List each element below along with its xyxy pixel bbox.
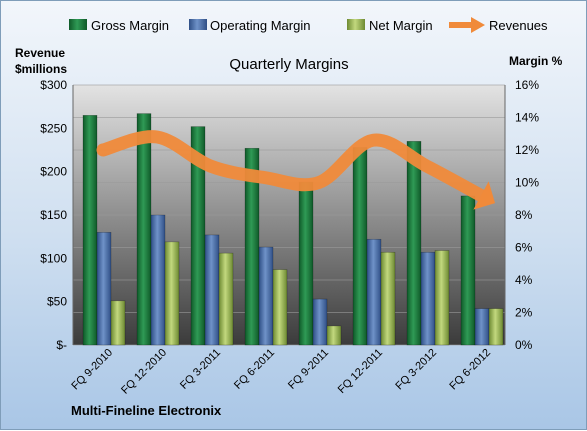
net-margin-bar [380, 251, 396, 346]
right-tick-label: 4% [515, 273, 533, 287]
right-tick-label: 0% [515, 338, 533, 352]
right-tick-label: 8% [515, 208, 533, 222]
category-label: FQ 3-2012 [393, 347, 439, 393]
bars-group [82, 113, 504, 346]
legend-label-operating-margin: Operating Margin [210, 18, 310, 33]
operating-margin-bar [312, 298, 328, 346]
left-tick-label: $150 [40, 208, 67, 222]
left-tick-label: $- [56, 338, 67, 352]
net-margin-bar [488, 308, 504, 346]
operating-margin-bar [150, 214, 166, 346]
net-margin-bar [272, 269, 288, 346]
operating-margin-bar [474, 308, 490, 346]
revenues-arrowhead [473, 181, 496, 210]
left-tick-label: $250 [40, 121, 67, 135]
category-label: FQ 12-2010 [119, 347, 169, 397]
operating-margin-bar [366, 238, 382, 346]
net-margin-bar [434, 250, 450, 346]
operating-margin-bar [96, 232, 112, 346]
gross-margin-bar [136, 113, 152, 346]
legend-swatch-gross-margin [69, 19, 87, 30]
right-tick-label: 16% [515, 78, 539, 92]
left-axis-ticks: $300 $250 $200 $150 $100 $50 $- [40, 78, 67, 352]
operating-margin-bar [420, 251, 436, 346]
legend-swatch-revenues [449, 17, 485, 33]
gross-margin-bar [244, 147, 260, 346]
net-margin-bar [164, 241, 180, 346]
right-axis-ticks: 16% 14% 12% 10% 8% 6% 4% 2% 0% [515, 78, 539, 352]
net-margin-bar [326, 325, 342, 346]
right-tick-label: 12% [515, 143, 539, 157]
category-label: FQ 6-2012 [447, 347, 493, 393]
right-tick-label: 14% [515, 111, 539, 125]
left-tick-label: $200 [40, 165, 67, 179]
right-tick-label: 10% [515, 176, 539, 190]
left-axis-title-line2: $millions [15, 62, 67, 76]
gross-margin-bar [460, 195, 476, 346]
right-axis-title: Margin % [509, 54, 563, 68]
revenue-trend [96, 130, 496, 210]
chart-title: Quarterly Margins [229, 56, 348, 73]
legend-swatch-operating-margin [189, 19, 207, 30]
left-axis-title-line1: Revenue [15, 46, 65, 60]
company-name: Multi-Fineline Electronix [71, 403, 222, 418]
gross-margin-bar [298, 181, 314, 346]
left-tick-label: $300 [40, 78, 67, 92]
legend-swatch-net-margin [347, 19, 365, 30]
gross-margin-bar [82, 115, 98, 346]
operating-margin-bar [258, 246, 274, 346]
legend-label-gross-margin: Gross Margin [91, 18, 169, 33]
gross-margin-bar [406, 141, 422, 346]
left-tick-label: $100 [40, 251, 67, 265]
legend-label-net-margin: Net Margin [369, 18, 433, 33]
left-tick-label: $50 [47, 295, 67, 309]
net-margin-bar [110, 300, 126, 346]
category-label: FQ 6-2011 [232, 347, 277, 392]
category-label: FQ 3-2011 [178, 347, 223, 392]
category-labels: FQ 9-2010 FQ 12-2010 FQ 3-2011 FQ 6-2011 FQ … [69, 347, 493, 397]
revenues-line [96, 130, 488, 202]
legend-label-revenues: Revenues [489, 18, 548, 33]
operating-margin-bar [204, 234, 220, 346]
category-label: FQ 9-2010 [69, 347, 115, 393]
right-tick-label: 2% [515, 306, 533, 320]
right-tick-label: 6% [515, 241, 533, 255]
net-margin-bar [218, 252, 234, 346]
legend: Gross Margin Operating Margin Net Margin… [69, 17, 548, 33]
gross-margin-bar [352, 147, 368, 346]
category-label: FQ 12-2011 [336, 347, 385, 396]
category-label: FQ 9-2011 [286, 347, 331, 392]
